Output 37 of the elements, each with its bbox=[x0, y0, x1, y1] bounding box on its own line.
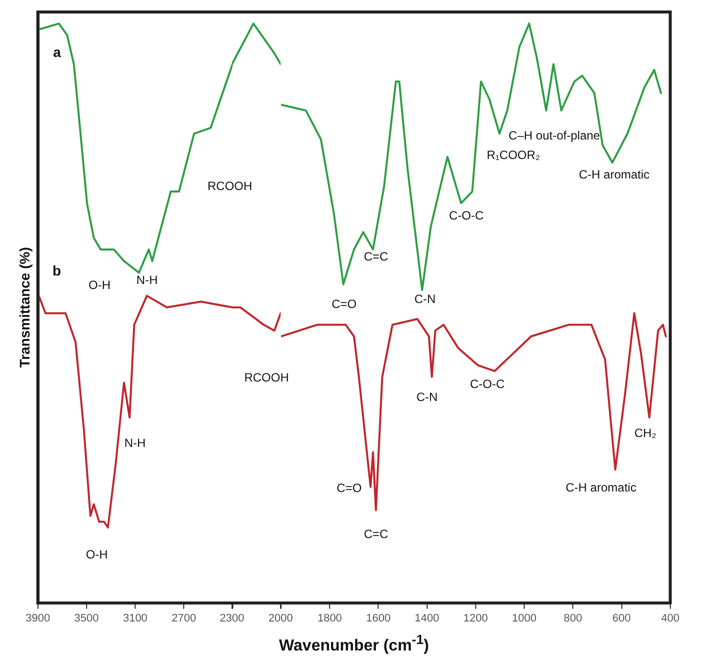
x-tick-label: 1600 bbox=[366, 612, 391, 624]
annotation: C–H out-of-plane bbox=[508, 128, 600, 142]
series-label: b bbox=[52, 262, 62, 279]
x-tick-label: 3500 bbox=[74, 612, 99, 624]
x-axis-title: Wavenumber (cm$^{-1}$) bbox=[278, 632, 430, 656]
annotation: RCOOH bbox=[244, 370, 290, 385]
x-tick-label: 1800 bbox=[318, 612, 342, 624]
annotation: C-O-C bbox=[449, 208, 484, 223]
x-tick-label: 2700 bbox=[172, 612, 196, 624]
series-label: a bbox=[53, 44, 62, 60]
annotation: C-N bbox=[416, 390, 438, 404]
x-tick-label: 1400 bbox=[414, 612, 440, 624]
annotation: C=O bbox=[332, 296, 357, 311]
y-axis-title: Transmittance (%) bbox=[16, 247, 32, 368]
annotation: CH₂ bbox=[634, 426, 657, 440]
annotation: C-N bbox=[414, 292, 436, 306]
annotation: O-H bbox=[86, 547, 108, 562]
annotation: C=C bbox=[364, 527, 389, 542]
x-tick-label: 3900 bbox=[26, 612, 50, 624]
annotation: C-H aromatic bbox=[578, 167, 650, 182]
x-tick-label: 3100 bbox=[123, 612, 148, 624]
x-tick-label: 800 bbox=[564, 612, 582, 624]
x-tick-label: 400 bbox=[661, 612, 680, 624]
annotation: RCOOH bbox=[208, 179, 252, 194]
annotation: C-O-C bbox=[470, 377, 506, 392]
x-tick-label: 1200 bbox=[463, 612, 488, 624]
annotation: N-H bbox=[124, 436, 146, 450]
annotation: C=O bbox=[336, 481, 362, 496]
annotation: R₁COOR₂ bbox=[486, 148, 540, 162]
x-tick-label: 600 bbox=[612, 612, 631, 624]
annotation: C=C bbox=[364, 250, 389, 264]
annotation: O-H bbox=[88, 278, 111, 292]
annotation: C-H aromatic bbox=[566, 480, 636, 494]
x-tick-label: 2300 bbox=[220, 612, 245, 624]
x-tick-label: 1000 bbox=[512, 612, 537, 624]
x-tick-label: 2000 bbox=[268, 612, 294, 624]
annotation: N-H bbox=[136, 273, 158, 288]
